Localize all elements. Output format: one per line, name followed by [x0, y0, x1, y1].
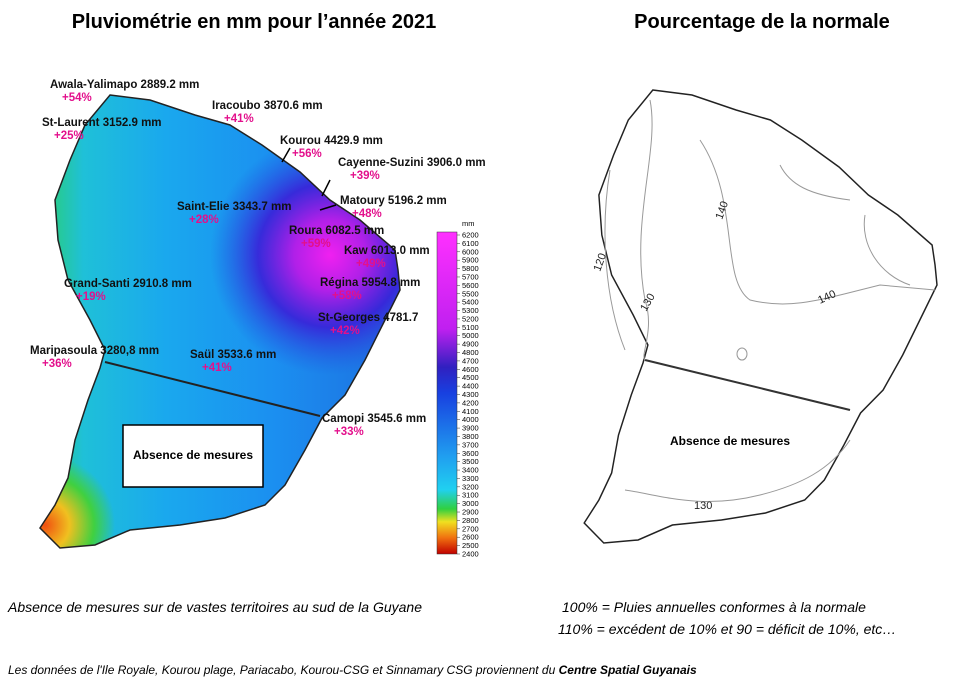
station-percent: +41%	[224, 113, 254, 125]
colorbar-tick-label: 5800	[462, 264, 479, 273]
colorbar-tick-label: 2900	[462, 508, 479, 517]
caption: 110% = excédent de 10% et 90 = déficit d…	[558, 621, 896, 637]
colorbar-tick-label: 6200	[462, 231, 479, 240]
station-percent: +54%	[62, 92, 92, 104]
colorbar-tick-label: 4200	[462, 398, 479, 407]
colorbar-tick-label: 6100	[462, 239, 479, 248]
station-labels: Awala-Yalimapo 2889.2 mm+54% St-Laurent 3…	[30, 79, 486, 438]
station-percent: +59%	[301, 238, 331, 250]
colorbar-tick-label: 5600	[462, 281, 479, 290]
station-label: St-Georges 4781.7	[318, 312, 418, 324]
colorbar-tick-label: 3700	[462, 440, 479, 449]
station-percent: +33%	[334, 426, 364, 438]
station-label: Camopi 3545.6 mm	[322, 413, 426, 425]
station-percent: +39%	[350, 170, 380, 182]
station-percent: +28%	[189, 214, 219, 226]
caption: Absence de mesures sur de vastes territo…	[7, 599, 422, 615]
colorbar-tick-label: 2800	[462, 516, 479, 525]
colorbar-tick-label: 4000	[462, 415, 479, 424]
station-label: Saül 3533.6 mm	[190, 349, 276, 361]
colorbar-tick-label: 4400	[462, 382, 479, 391]
station-label: Roura 6082.5 mm	[289, 225, 384, 237]
colorbar-tick-label: 4900	[462, 340, 479, 349]
contour-label: 120	[592, 252, 610, 273]
colorbar: mm 6200610060005900580057005600550054005…	[436, 219, 479, 559]
contour-label: 130	[694, 500, 712, 512]
rainfall-map: Absence de mesures	[39, 94, 401, 549]
colorbar-tick-label: 3400	[462, 466, 479, 475]
no-data-label: Absence de mesures	[670, 434, 790, 448]
footer-source: Centre Spatial Guyanais	[559, 663, 697, 677]
caption: 100% = Pluies annuelles conformes à la n…	[562, 599, 866, 615]
no-data-label: Absence de mesures	[133, 448, 253, 462]
right-title: Pourcentage de la normale	[634, 11, 890, 33]
colorbar-tick-label: 5400	[462, 298, 479, 307]
no-data-box	[122, 424, 264, 488]
colorbar-tick-label: 4100	[462, 407, 479, 416]
station-percent: +25%	[54, 130, 84, 142]
colorbar-tick-label: 6000	[462, 247, 479, 256]
station-percent: +42%	[330, 325, 360, 337]
station-label: Matoury 5196.2 mm	[340, 195, 447, 207]
colorbar-unit: mm	[462, 219, 475, 228]
colorbar-tick-label: 5900	[462, 256, 479, 265]
station-label: Régina 5954.8 mm	[320, 277, 420, 289]
colorbar-tick-label: 5300	[462, 306, 479, 315]
colorbar-tick-label: 4500	[462, 373, 479, 382]
percent-map: 140 120 130 140 130 Absence de mesures	[583, 89, 938, 544]
station-label: Cayenne-Suzini 3906.0 mm	[338, 157, 486, 169]
station-label: Kourou 4429.9 mm	[280, 135, 383, 147]
contour-label: 140	[714, 200, 732, 221]
station-label: Awala-Yalimapo 2889.2 mm	[50, 79, 199, 91]
footer: Les données de l'Ile Royale, Kourou plag…	[8, 663, 697, 677]
colorbar-tick-label: 2600	[462, 533, 479, 542]
colorbar-tick-label: 5000	[462, 331, 479, 340]
station-percent: +36%	[42, 358, 72, 370]
colorbar-tick-label: 4300	[462, 390, 479, 399]
colorbar-tick-label: 3000	[462, 499, 479, 508]
station-label: Maripasoula 3280,8 mm	[30, 345, 159, 357]
colorbar-tick-label: 3300	[462, 474, 479, 483]
colorbar-tick-label: 5200	[462, 314, 479, 323]
station-percent: +58%	[332, 290, 362, 302]
colorbar-tick-label: 5700	[462, 272, 479, 281]
colorbar-tick-label: 3900	[462, 424, 479, 433]
left-title: Pluviométrie en mm pour l’année 2021	[72, 11, 437, 33]
colorbar-tick-label: 4800	[462, 348, 479, 357]
colorbar-tick-label: 5100	[462, 323, 479, 332]
station-percent: +19%	[76, 291, 106, 303]
colorbar-tick-label: 4700	[462, 356, 479, 365]
colorbar-tick-label: 3600	[462, 449, 479, 458]
station-percent: +41%	[202, 362, 232, 374]
colorbar-tick-label: 2400	[462, 550, 479, 559]
station-label: Grand-Santi 2910.8 mm	[64, 278, 192, 290]
colorbar-tick-label: 3200	[462, 482, 479, 491]
station-percent: +49%	[356, 258, 386, 270]
footer-text: Les données de l'Ile Royale, Kourou plag…	[8, 663, 559, 677]
colorbar-tick-label: 2700	[462, 524, 479, 533]
colorbar-tick-label: 5500	[462, 289, 479, 298]
colorbar-tick-label: 3800	[462, 432, 479, 441]
colorbar-tick-label: 3500	[462, 457, 479, 466]
station-label: Kaw 6013.0 mm	[344, 245, 430, 257]
colorbar-tick-label: 3100	[462, 491, 479, 500]
station-label: St-Laurent 3152.9 mm	[42, 117, 162, 129]
colorbar-tick-label: 2500	[462, 541, 479, 550]
station-label: Iracoubo 3870.6 mm	[212, 100, 323, 112]
station-label: Saint-Elie 3343.7 mm	[177, 201, 291, 213]
station-percent: +56%	[292, 148, 322, 160]
colorbar-tick-label: 4600	[462, 365, 479, 374]
station-percent: +48%	[352, 208, 382, 220]
